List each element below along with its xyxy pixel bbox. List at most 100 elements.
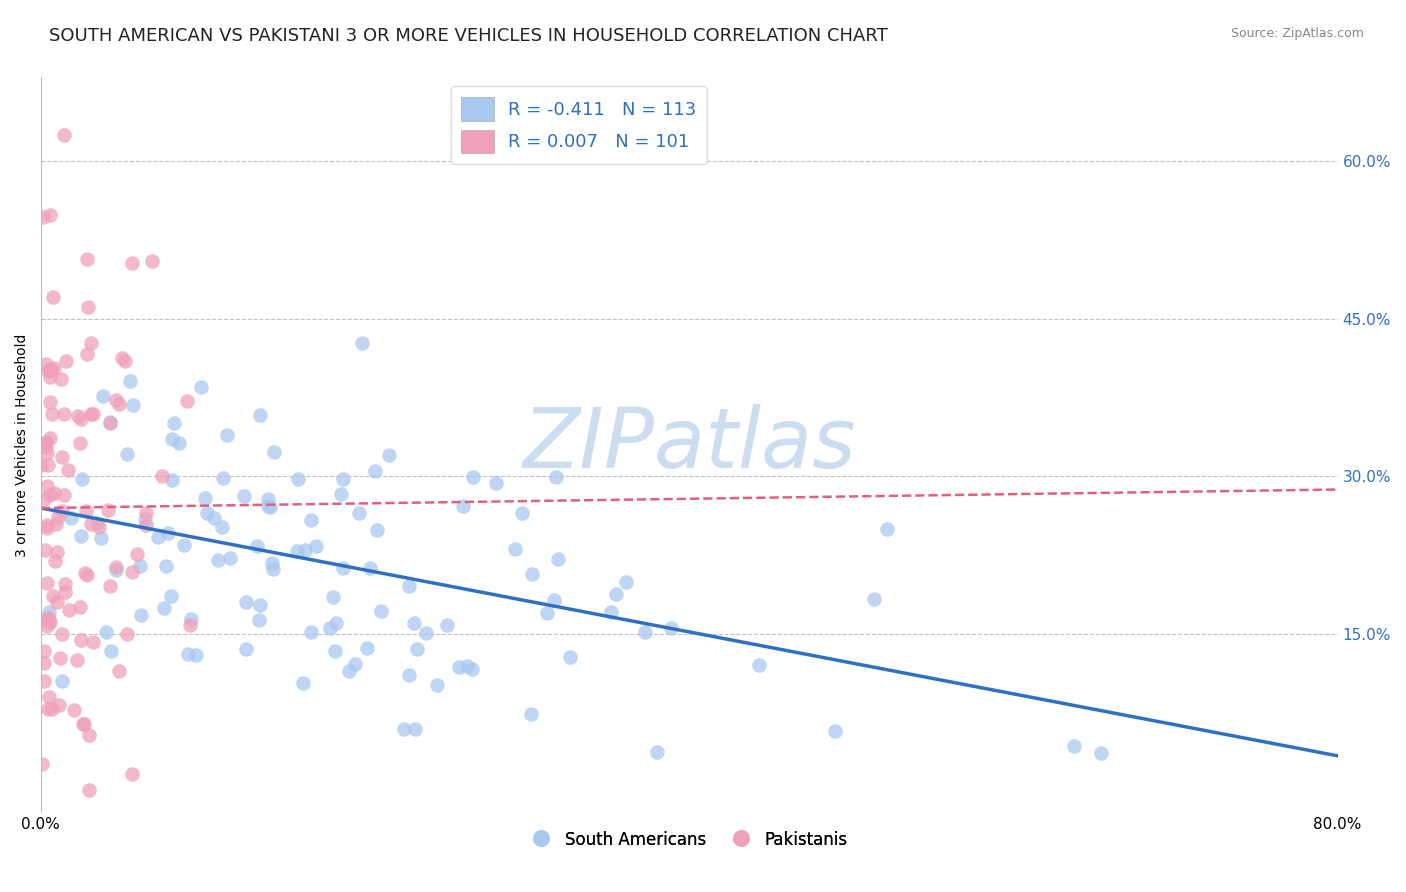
- Point: [98, 415, 121, 429]
- Point: [862, 592, 884, 607]
- Point: [127, 547, 149, 561]
- Point: [39, 363, 62, 377]
- Point: [543, 593, 565, 607]
- Point: [544, 470, 567, 484]
- Point: [633, 624, 655, 639]
- Point: [39, 208, 62, 222]
- Point: [53, 577, 76, 591]
- Point: [35, 521, 58, 535]
- Point: [128, 558, 150, 573]
- Point: [75, 504, 97, 518]
- Point: [82, 634, 104, 648]
- Point: [235, 641, 257, 656]
- Point: [80, 517, 103, 532]
- Point: [105, 563, 128, 577]
- Point: [184, 648, 207, 662]
- Point: [46, 509, 69, 524]
- Point: [235, 595, 257, 609]
- Point: [141, 253, 163, 268]
- Point: [322, 590, 344, 604]
- Point: [364, 464, 387, 478]
- Point: [35, 479, 58, 493]
- Point: [212, 471, 235, 485]
- Point: [34, 434, 56, 449]
- Point: [134, 512, 156, 526]
- Point: [53, 585, 76, 599]
- Point: [257, 499, 280, 513]
- Point: [100, 643, 122, 657]
- Point: [38, 613, 60, 627]
- Point: [34, 491, 56, 506]
- Point: [449, 660, 471, 674]
- Point: [157, 526, 180, 541]
- Point: [39, 394, 62, 409]
- Point: [42, 360, 65, 375]
- Point: [77, 300, 100, 314]
- Point: [76, 252, 98, 266]
- Point: [406, 642, 429, 657]
- Point: [1063, 739, 1085, 754]
- Point: [90, 531, 112, 545]
- Point: [150, 468, 173, 483]
- Point: [197, 506, 219, 520]
- Point: [547, 552, 569, 566]
- Point: [659, 621, 682, 635]
- Point: [108, 397, 131, 411]
- Point: [247, 613, 270, 627]
- Point: [76, 347, 98, 361]
- Point: [86, 516, 108, 530]
- Point: [645, 745, 668, 759]
- Point: [114, 353, 136, 368]
- Point: [38, 615, 60, 630]
- Point: [32, 656, 55, 670]
- Point: [35, 435, 58, 450]
- Point: [41, 589, 63, 603]
- Point: [45, 516, 67, 531]
- Point: [35, 446, 58, 460]
- Legend: South Americans, Pakistanis: South Americans, Pakistanis: [524, 824, 853, 855]
- Point: [461, 662, 484, 676]
- Point: [60, 511, 83, 525]
- Point: [121, 565, 143, 579]
- Point: [347, 506, 370, 520]
- Point: [211, 520, 233, 534]
- Point: [110, 351, 132, 365]
- Point: [94, 624, 117, 639]
- Point: [876, 522, 898, 536]
- Point: [167, 436, 190, 450]
- Point: [824, 723, 846, 738]
- Point: [330, 487, 353, 501]
- Point: [53, 407, 76, 421]
- Point: [614, 574, 637, 589]
- Point: [30, 613, 52, 627]
- Point: [37, 458, 59, 472]
- Point: [41, 702, 63, 716]
- Point: [66, 653, 89, 667]
- Point: [536, 606, 558, 620]
- Point: [260, 556, 283, 570]
- Point: [179, 618, 201, 632]
- Point: [190, 380, 212, 394]
- Point: [398, 579, 420, 593]
- Point: [48, 698, 70, 713]
- Point: [404, 723, 426, 737]
- Point: [37, 702, 59, 716]
- Point: [436, 617, 458, 632]
- Point: [69, 529, 91, 543]
- Point: [415, 626, 437, 640]
- Point: [42, 290, 65, 304]
- Point: [215, 427, 238, 442]
- Point: [37, 364, 59, 378]
- Point: [35, 357, 58, 371]
- Point: [115, 627, 138, 641]
- Point: [485, 475, 508, 490]
- Point: [38, 606, 60, 620]
- Point: [51, 674, 73, 689]
- Point: [503, 542, 526, 557]
- Point: [80, 336, 103, 351]
- Point: [58, 602, 80, 616]
- Point: [392, 723, 415, 737]
- Point: [44, 486, 66, 500]
- Point: [80, 407, 103, 421]
- Point: [39, 488, 62, 502]
